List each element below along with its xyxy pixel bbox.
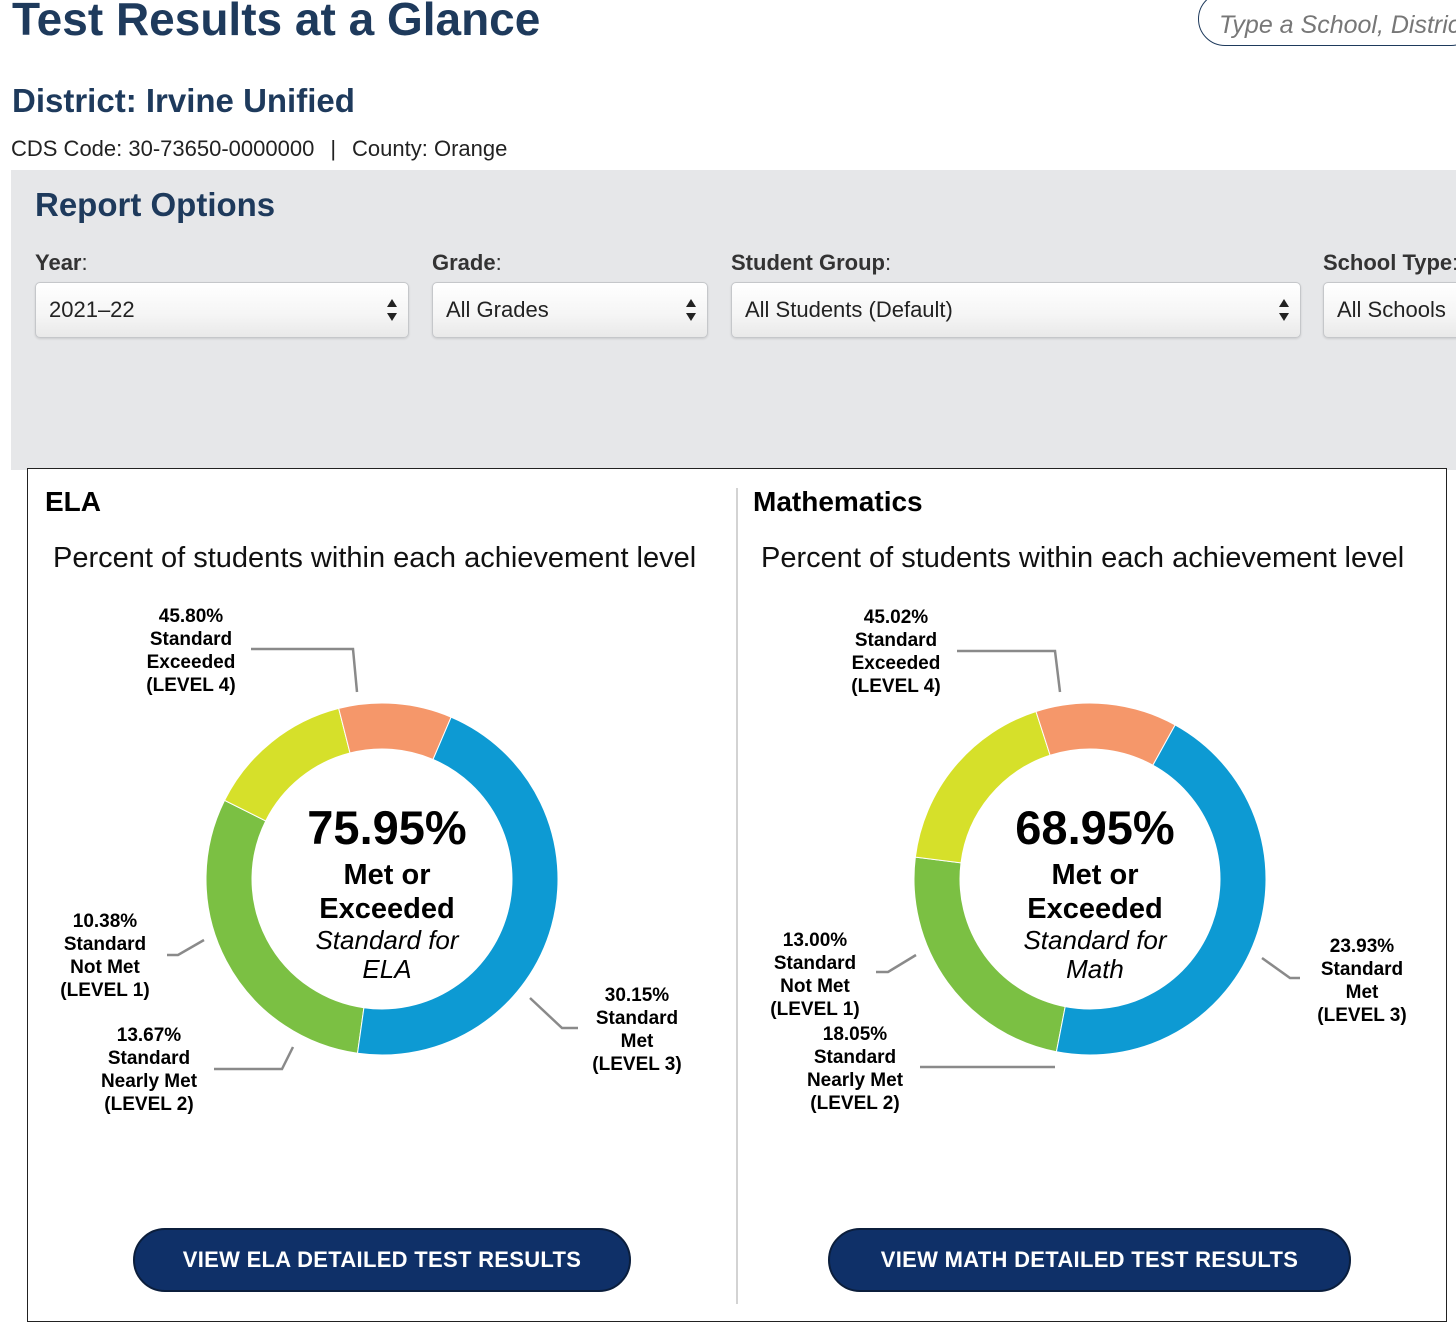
view-ela-results-button[interactable]: VIEW ELA DETAILED TEST RESULTS (133, 1228, 631, 1292)
year-select[interactable]: 2021–22 (35, 282, 409, 338)
ela-center-standard: Standard for ELA (315, 925, 459, 984)
select-arrows-icon (686, 299, 696, 321)
math-title: Mathematics (753, 486, 923, 517)
student-group-select-value: All Students (Default) (745, 297, 953, 322)
math-label-level3: 23.93% Standard Met (LEVEL 3) (1317, 936, 1407, 1026)
ela-donut-segment-level1 (338, 702, 452, 761)
grade-select[interactable]: All Grades (432, 282, 708, 338)
search-input[interactable] (1199, 0, 1456, 45)
math-center-percent: 68.95% (1015, 801, 1175, 854)
ela-l2-leader (214, 1046, 295, 1071)
ela-title: ELA (45, 486, 101, 517)
cds-code: CDS Code: 30-73650-0000000 (11, 136, 315, 161)
math-center-standard: Standard for Math (1023, 925, 1167, 984)
ela-donut-chart (205, 702, 559, 1056)
math-chart-caption: Percent of students within each achievem… (761, 542, 1405, 574)
ela-l1-leader (167, 938, 205, 957)
district-meta: CDS Code: 30-73650-0000000 | County: Orang… (11, 136, 507, 162)
district-title: District: Irvine Unified (12, 82, 355, 119)
ela-label-level3: 30.15% Standard Met (LEVEL 3) (592, 985, 682, 1075)
select-arrows-icon (387, 299, 397, 321)
school-type-select[interactable]: All Schools (1323, 282, 1456, 338)
page-title: Test Results at a Glance (12, 0, 541, 45)
ela-l4-leader (251, 647, 359, 693)
view-math-results-button[interactable]: VIEW MATH DETAILED TEST RESULTS (828, 1228, 1351, 1292)
student-group-label: Student Group: (731, 250, 892, 275)
student-group-select[interactable]: All Students (Default) (731, 282, 1301, 338)
math-label-level1: 13.00% Standard Not Met (LEVEL 1) (770, 930, 860, 1020)
math-donut-segment-level1 (1035, 702, 1176, 766)
math-l1-leader (876, 953, 917, 974)
math-l3-leader (1261, 956, 1300, 980)
ela-center-met: Met or Exceeded (319, 859, 455, 925)
grade-label: Grade: (432, 250, 502, 275)
math-center-met: Met or Exceeded (1027, 859, 1163, 925)
ela-donut-segment-level4 (356, 716, 559, 1056)
report-options-title: Report Options (35, 186, 276, 223)
panel-divider (736, 488, 738, 1304)
school-type-select-value: All Schools (1337, 297, 1446, 322)
ela-l3-leader (529, 997, 578, 1030)
report-options-panel: Report Options Year: 2021–22 Grade: All … (11, 170, 1456, 470)
leader-lines (167, 647, 1300, 1071)
ela-label-level1: 10.38% Standard Not Met (LEVEL 1) (60, 911, 150, 1001)
math-l4-leader (957, 649, 1062, 693)
math-donut-segment-level4 (1055, 724, 1267, 1056)
search-box[interactable] (1198, 0, 1456, 46)
math-label-level2: 18.05% Standard Nearly Met (LEVEL 2) (806, 1024, 904, 1114)
ela-center-percent: 75.95% (307, 801, 467, 854)
school-type-label: School Type: (1323, 250, 1456, 275)
year-select-value: 2021–22 (49, 297, 135, 322)
select-arrows-icon (1279, 299, 1289, 321)
year-label: Year: (35, 250, 88, 275)
county: County: Orange (352, 136, 508, 161)
grade-select-value: All Grades (446, 297, 549, 322)
ela-chart-caption: Percent of students within each achievem… (53, 542, 697, 574)
meta-separator: | (330, 136, 337, 161)
math-label-level4: 45.02% Standard Exceeded (LEVEL 4) (851, 607, 941, 697)
ela-label-level4: 45.80% Standard Exceeded (LEVEL 4) (146, 606, 236, 696)
ela-label-level2: 13.67% Standard Nearly Met (LEVEL 2) (100, 1025, 198, 1115)
ela-donut-segment-level3 (205, 799, 365, 1054)
math-donut-chart (913, 702, 1267, 1056)
